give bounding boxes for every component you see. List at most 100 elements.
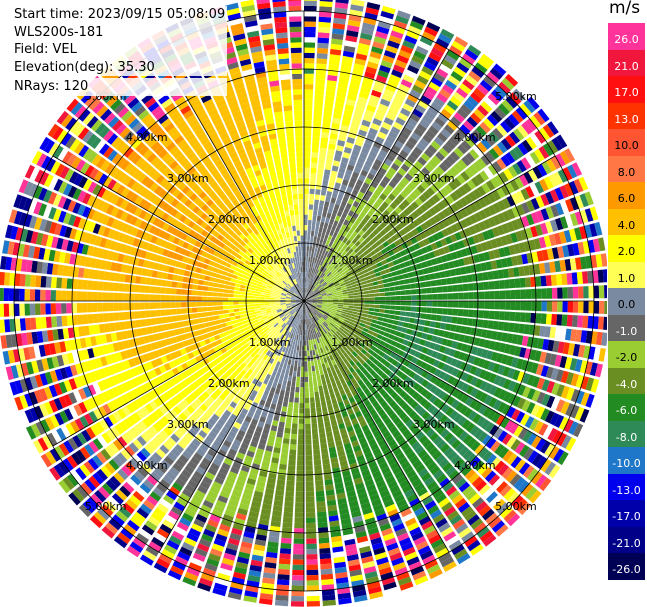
- velocity-gate: [305, 475, 314, 482]
- velocity-gate: [464, 194, 473, 204]
- velocity-gate: [322, 599, 336, 607]
- velocity-gate: [326, 399, 332, 406]
- velocity-gate: [421, 288, 427, 294]
- velocity-gate: [457, 284, 464, 292]
- velocity-gate: [282, 443, 289, 450]
- velocity-gate: [316, 294, 322, 297]
- velocity-gate: [385, 45, 399, 54]
- velocity-gate: [219, 318, 226, 324]
- velocity-gate: [391, 144, 401, 154]
- velocity-gate: [382, 278, 389, 284]
- velocity-gate: [280, 411, 287, 418]
- velocity-gate: [322, 384, 328, 391]
- velocity-gate: [496, 331, 503, 341]
- velocity-gate: [274, 442, 282, 449]
- velocity-gate: [374, 308, 380, 313]
- velocity-gate: [310, 167, 317, 174]
- velocity-gate: [292, 564, 304, 571]
- velocity-gate: [431, 307, 438, 314]
- velocity-gate: [435, 279, 442, 286]
- velocity-gate: [289, 444, 297, 450]
- velocity-gate: [447, 75, 461, 86]
- velocity-gate: [355, 233, 362, 241]
- velocity-gate: [554, 327, 562, 340]
- velocity-gate: [356, 250, 363, 256]
- velocity-gate: [574, 211, 584, 225]
- velocity-gate: [319, 272, 324, 278]
- velocity-gate: [341, 273, 347, 279]
- velocity-gate: [373, 247, 381, 254]
- velocity-gate: [317, 521, 328, 528]
- velocity-gate: [549, 261, 556, 273]
- velocity-gate: [436, 336, 443, 345]
- velocity-gate: [279, 548, 291, 555]
- velocity-gate: [363, 142, 372, 150]
- velocity-gate: [457, 159, 468, 170]
- velocity-gate: [305, 496, 315, 503]
- velocity-gate: [439, 88, 451, 99]
- velocity-gate: [308, 376, 313, 382]
- velocity-gate: [292, 559, 304, 565]
- velocity-gate: [294, 517, 304, 524]
- velocity-gate: [314, 281, 319, 287]
- velocity-gate: [310, 178, 316, 184]
- velocity-gate: [421, 246, 429, 254]
- velocity-gate: [392, 320, 399, 326]
- velocity-gate: [330, 287, 336, 291]
- velocity-gate: [400, 163, 410, 172]
- velocity-gate: [321, 273, 326, 279]
- velocity-gate: [537, 108, 550, 123]
- velocity-gate: [352, 253, 359, 260]
- velocity-gate: [276, 383, 282, 390]
- velocity-gate: [551, 137, 563, 151]
- velocity-gate: [365, 263, 372, 269]
- velocity-gate: [280, 542, 292, 549]
- velocity-gate: [397, 112, 409, 122]
- velocity-gate: [545, 275, 552, 286]
- velocity-gate: [554, 260, 561, 273]
- velocity-gate: [462, 283, 469, 292]
- velocity-gate: [304, 293, 307, 299]
- velocity-gate: [380, 326, 387, 332]
- velocity-gate: [311, 146, 319, 153]
- velocity-gate: [388, 131, 398, 140]
- velocity-gate: [304, 376, 309, 383]
- velocity-gate: [417, 40, 431, 51]
- velocity-gate: [347, 308, 354, 311]
- velocity-gate: [370, 205, 378, 213]
- velocity-gate: [486, 71, 500, 84]
- velocity-gate: [309, 188, 315, 195]
- velocity-gate: [447, 293, 454, 300]
- velocity-gate: [326, 245, 331, 252]
- velocity-gate: [578, 286, 584, 299]
- velocity-gate: [379, 98, 391, 107]
- velocity-gate: [385, 327, 392, 333]
- velocity-gate: [363, 17, 377, 26]
- velocity-gate: [304, 350, 307, 357]
- velocity-gate: [397, 257, 404, 264]
- velocity-gate: [442, 262, 450, 270]
- velocity-gate: [308, 289, 312, 295]
- velocity-gate: [352, 200, 360, 208]
- velocity-gate: [511, 255, 518, 266]
- velocity-gate: [470, 112, 482, 124]
- velocity-gate: [390, 126, 401, 135]
- velocity-gate: [304, 115, 312, 121]
- velocity-gate: [411, 301, 417, 306]
- velocity-gate: [422, 90, 435, 101]
- velocity-gate: [306, 340, 309, 346]
- velocity-gate: [429, 321, 436, 328]
- velocity-gate: [553, 232, 562, 245]
- velocity-gate: [317, 285, 323, 290]
- velocity-gate: [379, 288, 385, 293]
- velocity-gate: [407, 204, 415, 213]
- velocity-gate: [433, 223, 441, 233]
- velocity-gate: [348, 181, 355, 189]
- velocity-gate: [305, 423, 311, 430]
- velocity-gate: [321, 305, 327, 309]
- velocity-gate: [240, 314, 246, 318]
- velocity-gate: [440, 128, 452, 139]
- velocity-gate: [533, 263, 541, 275]
- velocity-gate: [450, 70, 464, 82]
- velocity-gate: [229, 316, 236, 321]
